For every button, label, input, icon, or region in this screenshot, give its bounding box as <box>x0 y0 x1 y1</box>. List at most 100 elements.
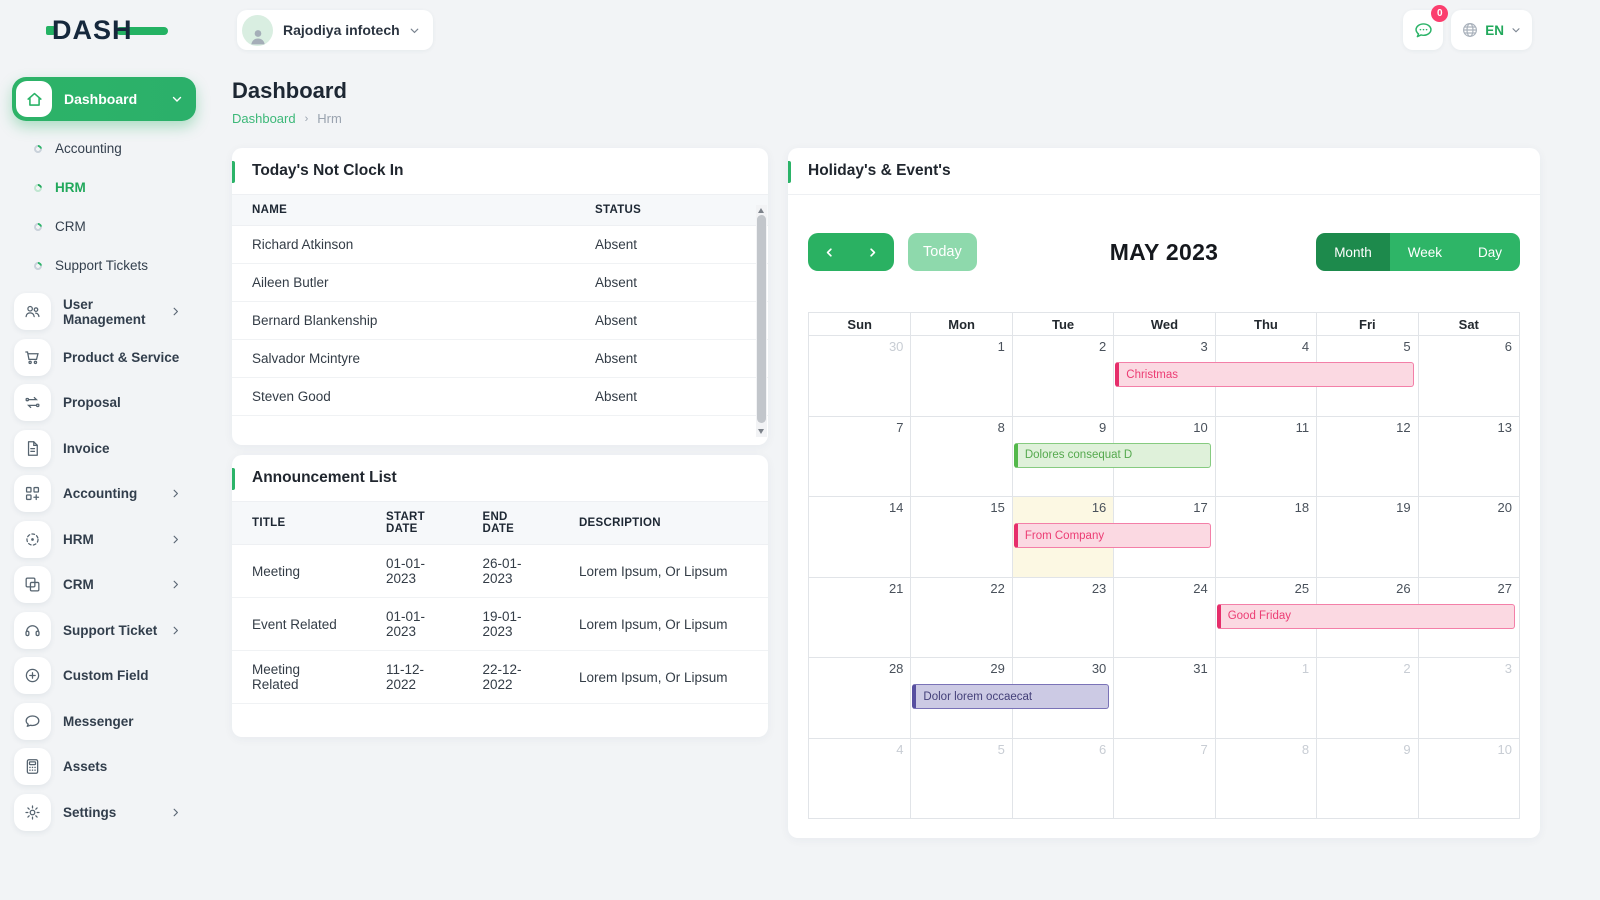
prev-month-button[interactable] <box>808 233 851 271</box>
calendar-day[interactable]: 1 <box>910 336 1011 416</box>
calendar-day[interactable]: 14 <box>888 500 904 515</box>
calendar-day[interactable]: 7 <box>896 419 904 435</box>
sidebar-item-crm[interactable]: CRM <box>12 562 196 608</box>
calendar-day[interactable]: 1 <box>1214 658 1316 738</box>
sidebar-item-dashboard[interactable]: Dashboard <box>12 77 196 121</box>
calendar-event[interactable]: Dolores consequat D <box>1013 442 1211 468</box>
language-selector[interactable]: EN <box>1451 10 1532 50</box>
sidebar-item-assets[interactable]: Assets <box>12 744 196 790</box>
scroll-up-icon[interactable] <box>758 208 764 213</box>
cell: Absent <box>575 263 768 302</box>
sidebar: DASH Dashboard Accounting HRM CRM Support T… <box>0 0 208 900</box>
sidebar-item-user-management[interactable]: User Management <box>12 289 196 335</box>
sidebar-item-support-ticket[interactable]: Support Ticket <box>12 608 196 654</box>
announcement-row: Meeting 01-01-2023 26-01-2023 Lorem Ipsum, … <box>232 544 768 598</box>
cell: Lorem Ipsum, Or Lipsum <box>558 650 768 704</box>
bullet-icon <box>32 142 44 155</box>
calendar-day[interactable]: 30 <box>888 339 904 354</box>
scrollbar-thumb[interactable] <box>757 215 766 423</box>
sidebar-item-label: Assets <box>63 759 108 775</box>
sidebar-item-custom-field[interactable]: Custom Field <box>12 653 196 699</box>
not-clock-in-row: Steven Good Absent <box>232 377 768 416</box>
table-scrollbar[interactable] <box>756 205 767 437</box>
sidebar-item-settings[interactable]: Settings <box>12 790 196 836</box>
today-button[interactable]: Today <box>908 233 977 271</box>
cell: Steven Good <box>232 377 576 416</box>
breadcrumb-dashboard-link[interactable]: Dashboard <box>232 111 296 126</box>
calendar-day[interactable]: 22 <box>910 577 1011 657</box>
topbar: Rajodiya infotech 0 EN <box>208 0 1600 60</box>
view-day-button[interactable]: Day <box>1459 233 1520 271</box>
calendar-day[interactable]: 21 <box>888 580 904 596</box>
sidebar-item-hrm[interactable]: HRM <box>12 517 196 563</box>
cell: Lorem Ipsum, Or Lipsum <box>558 597 768 651</box>
calendar-card: Holiday's & Event's Today MAY 2023 Month… <box>788 148 1540 838</box>
calendar-day[interactable]: 9 <box>1316 738 1417 818</box>
calendar-day[interactable]: 6 <box>1011 738 1113 818</box>
calendar-day[interactable]: 7 <box>1113 738 1214 818</box>
card-header: Holiday's & Event's <box>788 148 1540 195</box>
sidebar-subitem-hrm[interactable]: HRM <box>12 168 196 207</box>
calendar-day[interactable]: 2 <box>1011 336 1113 416</box>
calendar-day[interactable]: 13 <box>1417 416 1519 496</box>
view-week-button[interactable]: Week <box>1389 233 1460 271</box>
sidebar-subitem-label: CRM <box>55 219 86 234</box>
calendar-day[interactable]: 28 <box>888 661 904 676</box>
sidebar-item-product-service[interactable]: Product & Service <box>12 335 196 381</box>
sidebar-item-label: Invoice <box>63 440 110 456</box>
page-title: Dashboard <box>232 78 347 103</box>
sidebar-subitem-crm[interactable]: CRM <box>12 207 196 246</box>
calendar-event[interactable]: From Company <box>1013 523 1211 548</box>
calendar-day[interactable]: 29 <box>910 658 1011 738</box>
cell: Bernard Blankenship <box>232 301 576 340</box>
calendar-event[interactable]: Good Friday <box>1216 603 1515 629</box>
calendar-day[interactable]: 19 <box>1316 497 1417 577</box>
sidebar-item-proposal[interactable]: Proposal <box>12 380 196 426</box>
messages-button[interactable]: 0 <box>1403 5 1449 50</box>
calendar-day[interactable]: 10 <box>1417 738 1519 818</box>
calendar-event[interactable]: Christmas <box>1115 362 1414 387</box>
breadcrumb-current: Hrm <box>317 111 342 126</box>
calendar-day[interactable]: 8 <box>910 416 1011 496</box>
sidebar-item-messenger[interactable]: Messenger <box>12 699 196 745</box>
calendar-day[interactable]: 25 <box>1214 577 1316 657</box>
scroll-down-icon[interactable] <box>758 429 764 434</box>
calendar-day[interactable]: 18 <box>1214 497 1316 577</box>
calendar-day[interactable]: 31 <box>1113 658 1214 738</box>
calendar-day[interactable]: 6 <box>1417 336 1519 416</box>
calendar-week-row: 28 29 30 31 1 2 3 Dolor lorem occaecat <box>809 657 1519 738</box>
view-month-button[interactable]: Month <box>1316 233 1390 271</box>
sidebar-item-label: User Management <box>63 296 146 327</box>
calendar-day[interactable]: 11 <box>1214 416 1316 496</box>
calendar-day[interactable]: 8 <box>1214 738 1316 818</box>
cart-icon <box>14 338 51 376</box>
calendar-day[interactable]: 23 <box>1011 577 1113 657</box>
sidebar-subitem-support-tickets[interactable]: Support Tickets <box>12 246 196 285</box>
app-logo[interactable]: DASH <box>12 0 196 60</box>
chevron-down-icon <box>1510 24 1522 36</box>
calendar-day[interactable]: 4 <box>896 741 904 757</box>
cell: 19-01-2023 <box>462 597 559 651</box>
calendar-day[interactable]: 3 <box>1417 658 1519 738</box>
next-month-button[interactable] <box>851 233 894 271</box>
calendar-day[interactable]: 20 <box>1417 497 1519 577</box>
accent-bar <box>232 161 235 183</box>
calendar-day[interactable]: 12 <box>1316 416 1417 496</box>
grid-plus-icon <box>14 475 51 513</box>
calendar-day[interactable]: 24 <box>1113 577 1214 657</box>
calendar-day[interactable]: 5 <box>910 738 1011 818</box>
calendar-day[interactable]: 2 <box>1316 658 1417 738</box>
sidebar-subitem-accounting[interactable]: Accounting <box>12 129 196 168</box>
logo-accent-square <box>46 26 55 35</box>
calendar-event[interactable]: Dolor lorem occaecat <box>912 684 1110 709</box>
sidebar-item-accounting[interactable]: Accounting <box>12 471 196 517</box>
calendar-day[interactable]: 15 <box>910 497 1011 577</box>
not-clock-in-title: Today's Not Clock In <box>252 162 404 179</box>
calendar-day[interactable]: 9 <box>1011 416 1113 496</box>
chevron-down-icon <box>408 24 421 37</box>
sidebar-item-label: HRM <box>63 531 94 547</box>
company-selector[interactable]: Rajodiya infotech <box>237 10 433 50</box>
calendar-day[interactable]: 3 <box>1113 336 1214 416</box>
sidebar-item-invoice[interactable]: Invoice <box>12 426 196 472</box>
column-header: STATUS <box>575 195 768 226</box>
